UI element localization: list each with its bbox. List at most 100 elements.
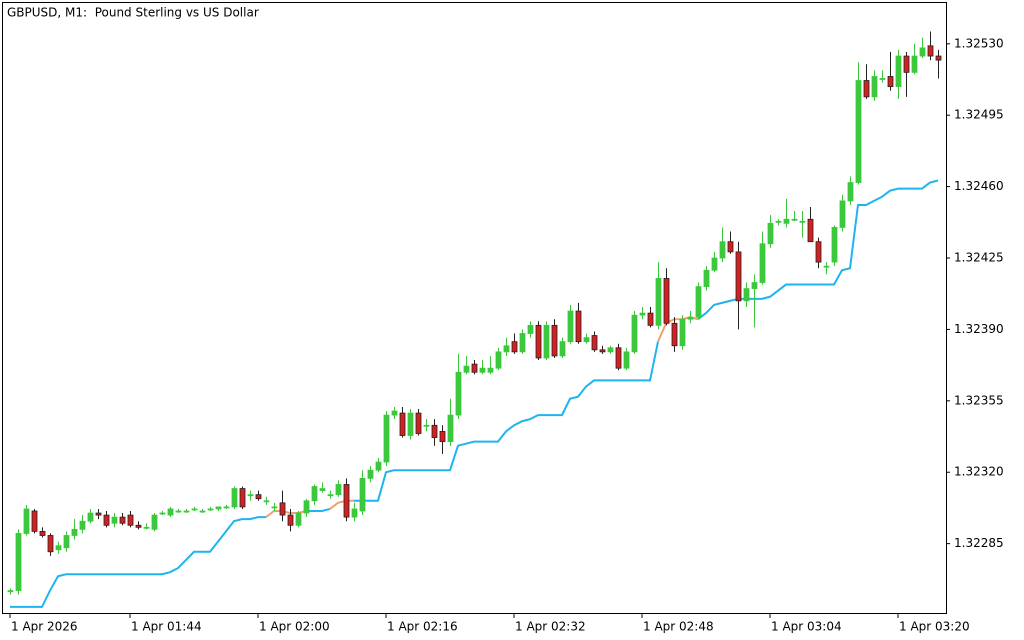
y-tick-label: 1.32530 (954, 36, 1004, 50)
candle-body (695, 286, 702, 318)
candle-body (783, 218, 790, 224)
x-tick-label: 1 Apr 02:16 (387, 620, 458, 634)
candle-body (63, 535, 70, 549)
candle-body (247, 494, 254, 497)
candle-body (215, 506, 222, 510)
candle-body (711, 257, 718, 271)
candle-body (327, 494, 334, 497)
x-tick-label: 1 Apr 03:04 (771, 620, 842, 634)
x-tick-label: 1 Apr 02:32 (515, 620, 586, 634)
candle-body (503, 345, 510, 353)
candle-body (39, 530, 46, 536)
candle-body (71, 528, 78, 536)
candle-body (823, 265, 830, 268)
candle-body (559, 341, 566, 357)
candle-body (839, 200, 846, 228)
candle-body (743, 288, 750, 302)
candle-body (343, 484, 350, 518)
candle-body (383, 414, 390, 463)
candle-body (623, 351, 630, 369)
candle-body (79, 520, 86, 530)
candle-body (335, 484, 342, 496)
candle-body (615, 347, 622, 369)
candle-body (15, 533, 22, 591)
candle-body (159, 512, 166, 515)
candle-body (591, 335, 598, 351)
candle-body (359, 477, 366, 512)
candle-body (543, 324, 550, 359)
indicator-line (10, 179, 939, 608)
candle-body (599, 349, 606, 353)
candle-body (791, 218, 798, 221)
candle-body (319, 488, 326, 491)
candle-body (663, 278, 670, 324)
candle-body (631, 314, 638, 353)
candle-body (95, 512, 102, 516)
candle-body (463, 365, 470, 373)
candle-body (879, 78, 886, 80)
candle-body (487, 367, 494, 373)
candle-body (511, 341, 518, 353)
y-tick-label: 1.32495 (954, 108, 1004, 122)
candle-body (575, 310, 582, 343)
candle-body (863, 80, 870, 98)
candle-body (759, 243, 766, 283)
candle-body (687, 316, 694, 320)
candle-body (895, 55, 902, 88)
candle-body (527, 324, 534, 334)
candle-body (295, 512, 302, 526)
x-tick-label: 1 Apr 02:48 (643, 620, 714, 634)
candle-body (87, 512, 94, 522)
candle-body (207, 508, 214, 511)
candle-body (103, 514, 110, 526)
candle-body (535, 324, 542, 359)
candle-body (679, 318, 686, 347)
candle-body (167, 508, 174, 516)
candle-body (551, 324, 558, 357)
candle-body (639, 312, 646, 316)
candle-body (271, 506, 278, 509)
candle-body (655, 278, 662, 326)
candle-body (119, 516, 126, 524)
candle-body (807, 218, 814, 243)
y-tick-label: 1.32425 (954, 251, 1004, 265)
x-tick-label: 1 Apr 01:44 (131, 620, 202, 634)
candle-body (455, 371, 462, 416)
candle-body (415, 412, 422, 434)
candle-body (911, 55, 918, 73)
x-tick-label: 1 Apr 2026 (11, 620, 78, 634)
candle-body (199, 510, 206, 513)
candle-body (919, 47, 926, 57)
candle-body (775, 220, 782, 223)
candle-body (431, 424, 438, 438)
candle-body (143, 526, 150, 529)
candle-body (399, 412, 406, 436)
candle-body (175, 510, 182, 513)
candle-body (647, 312, 654, 326)
candle-body (351, 508, 358, 518)
candle-body (567, 310, 574, 343)
candle-body (135, 524, 142, 528)
y-tick-label: 1.32355 (954, 393, 1004, 407)
candle-body (263, 500, 270, 503)
x-tick-label: 1 Apr 02:00 (259, 620, 330, 634)
candle-body (703, 269, 710, 287)
candle-body (727, 241, 734, 253)
candle-body (223, 506, 230, 509)
y-tick-label: 1.32285 (954, 536, 1004, 550)
candle-body (671, 322, 678, 347)
candle-body (391, 410, 398, 416)
candle-body (255, 494, 262, 500)
candle-body (407, 412, 414, 436)
y-tick-label: 1.32320 (954, 465, 1004, 479)
candle-body (23, 508, 30, 534)
candle-body (479, 367, 486, 373)
plot-frame (2, 2, 947, 614)
candle-body (495, 351, 502, 369)
candle-body (111, 516, 118, 524)
y-tick-label: 1.32390 (954, 322, 1004, 336)
candle-body (751, 282, 758, 290)
candle-body (847, 182, 854, 202)
candle-body (471, 363, 478, 373)
